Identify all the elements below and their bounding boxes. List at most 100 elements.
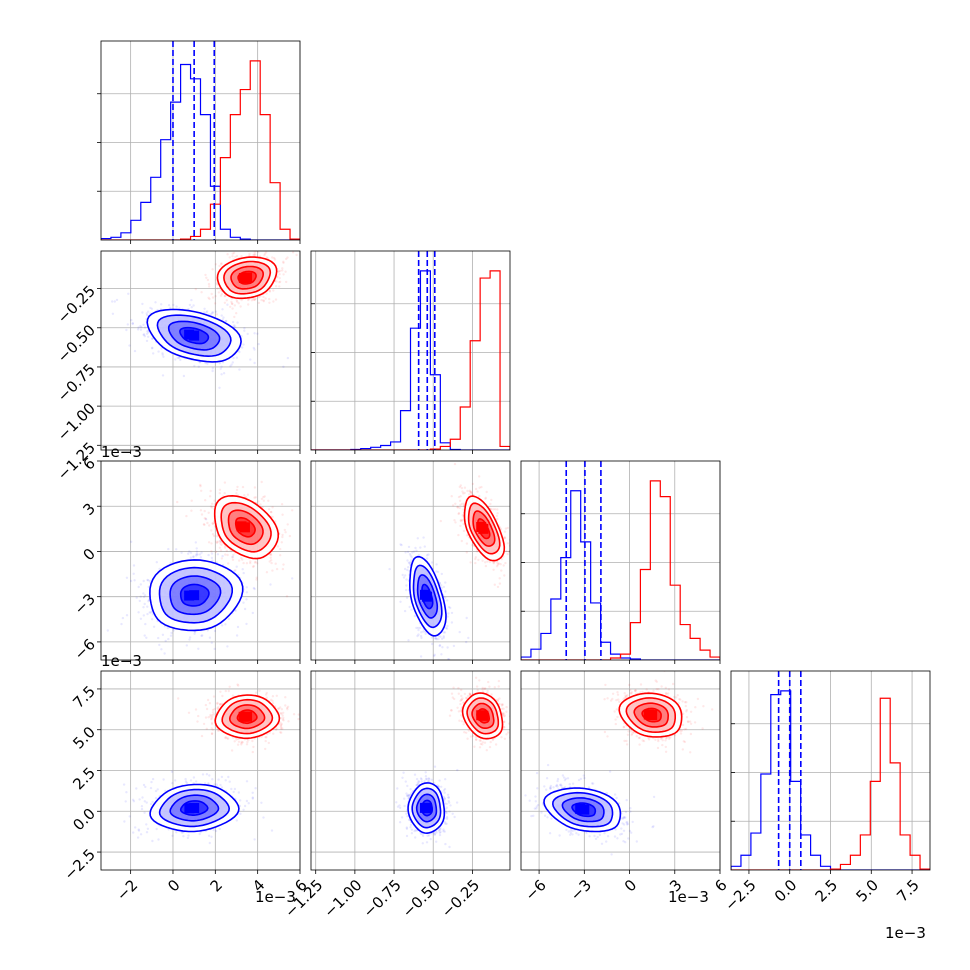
offset-label: 1e−3 — [255, 888, 296, 906]
panel-frame — [520, 460, 721, 661]
x-tick-label: 0 — [164, 876, 183, 895]
x-tick-label: 2.5 — [812, 876, 842, 906]
histogram-panel-0 — [97, 40, 301, 244]
blue-contour — [169, 575, 222, 616]
y-tick-label: 2.5 — [69, 764, 99, 794]
red-peak-bin — [647, 710, 658, 721]
red-contour — [461, 692, 504, 740]
scatter-panel-3-2 — [520, 670, 721, 874]
red-peak-bin — [239, 522, 250, 533]
red-contour — [228, 704, 266, 730]
y-tick-label: 7.5 — [69, 682, 99, 712]
offset-label: 1e−3 — [101, 652, 142, 670]
blue-peak-bin — [184, 329, 195, 340]
red-contour — [220, 501, 272, 553]
blue-contour — [167, 320, 221, 351]
blue-peak-bin — [189, 803, 200, 814]
blue-contour — [146, 308, 242, 363]
panel-frame — [100, 460, 301, 661]
panel-frame — [100, 40, 301, 241]
blue-contour — [416, 574, 439, 619]
histogram-panel-1 — [310, 250, 511, 454]
y-tick-label: −0.25 — [54, 282, 99, 327]
blue-histogram — [521, 490, 720, 660]
x-tick-label: −1.00 — [320, 876, 365, 921]
x-tick-label: 2 — [207, 876, 226, 895]
blue-contour — [179, 583, 210, 607]
blue-contour — [571, 802, 597, 818]
blue-histogram — [101, 63, 300, 240]
red-histogram — [101, 60, 300, 240]
x-tick-label: 0 — [621, 876, 640, 895]
blue-contour — [179, 326, 210, 345]
blue-contour — [158, 566, 233, 624]
y-tick-label: −1.00 — [54, 399, 99, 444]
red-contour — [214, 694, 281, 740]
panel-frame — [100, 250, 301, 451]
scatter-panel-2-0 — [97, 460, 301, 664]
red-contour — [236, 709, 258, 725]
x-tick-label: 7.5 — [893, 876, 923, 906]
offset-label: 1e−3 — [885, 924, 926, 942]
red-contour — [230, 265, 265, 290]
blue-contour — [179, 800, 209, 816]
red-histogram — [311, 270, 510, 450]
blue-contour — [543, 787, 622, 833]
offset-labels: 1e−3 1e−3 1e−3 1e−3 1e−3 — [101, 443, 926, 942]
red-contour — [223, 260, 272, 295]
red-peak-bin — [478, 523, 489, 534]
red-contour — [221, 698, 274, 735]
blue-contour — [551, 791, 614, 828]
histogram-panel-2 — [520, 460, 721, 664]
red-contour — [471, 702, 495, 729]
panel-frame — [310, 250, 511, 451]
red-contour — [467, 502, 501, 555]
red-contour — [466, 697, 500, 735]
x-tick-label: 6 — [711, 876, 730, 895]
y-tick-label: 3 — [80, 500, 99, 519]
blue-peak-bin — [579, 804, 590, 815]
y-tick-label: −6 — [71, 635, 99, 663]
red-contour — [618, 692, 683, 738]
x-tick-label: −2.5 — [721, 876, 759, 914]
red-histogram — [731, 697, 930, 870]
panel-frame — [520, 670, 721, 871]
blue-contour — [411, 787, 442, 829]
blue-contour — [158, 788, 231, 828]
blue-contour — [415, 793, 438, 823]
offset-label: 1e−3 — [101, 443, 142, 461]
blue-peak-bin — [189, 330, 200, 341]
x-tick-label: 0.0 — [771, 876, 801, 906]
blue-contour — [407, 782, 446, 835]
blue-peak-bin — [421, 803, 432, 814]
scatter-panel-2-1 — [310, 460, 511, 664]
blue-peak-bin — [189, 590, 200, 601]
panel-frame — [730, 670, 931, 871]
scatter-panel-3-1 — [310, 670, 511, 874]
y-tick-label: −3 — [71, 590, 99, 618]
red-peak-bin — [242, 272, 253, 283]
blue-histogram — [731, 690, 930, 870]
panel-frame — [100, 670, 301, 871]
red-histogram — [521, 480, 720, 660]
x-tick-label: −0.75 — [360, 876, 405, 921]
x-tick-label: −3 — [567, 876, 595, 904]
blue-contour — [149, 559, 244, 632]
x-tick-label: −6 — [521, 876, 549, 904]
y-tick-label: −0.75 — [54, 360, 99, 405]
red-contour — [641, 707, 662, 723]
histogram-panel-3 — [730, 670, 931, 874]
blue-contour — [149, 783, 240, 833]
red-contour — [213, 494, 279, 560]
blue-contour — [412, 564, 443, 629]
red-contour — [633, 702, 670, 728]
blue-peak-bin — [184, 590, 195, 601]
panel-frame — [310, 670, 511, 871]
scatter-panel-3-0 — [97, 670, 301, 874]
y-tick-label: 5.0 — [69, 723, 99, 753]
red-contour — [463, 495, 506, 562]
offset-label: 1e−3 — [668, 888, 709, 906]
red-contour — [216, 256, 278, 300]
x-tick-label: 5.0 — [852, 876, 882, 906]
